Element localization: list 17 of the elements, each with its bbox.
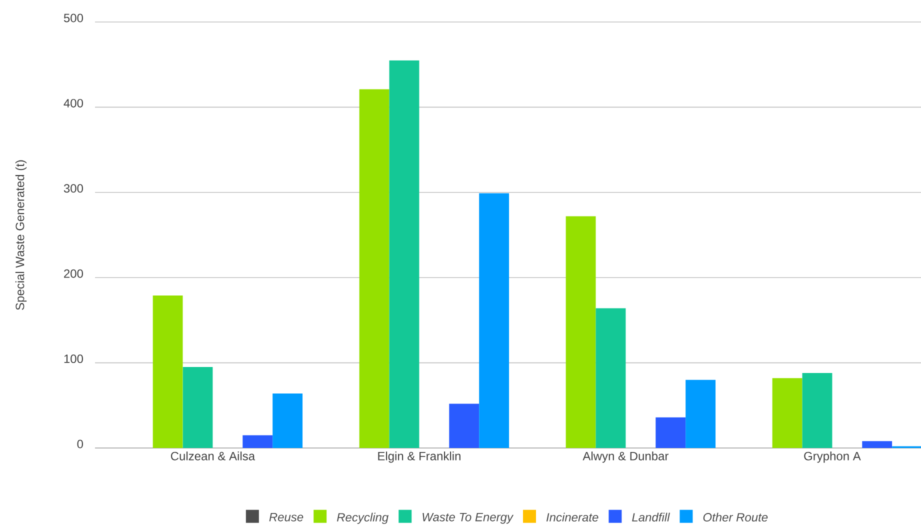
x-tick-label: Alwyn & Dunbar [582,452,668,463]
y-axis-title: Special Waste Generated (t) [15,160,27,310]
y-tick-label: 500 [64,14,83,22]
x-tick-label: Gryphon A [804,452,861,463]
y-tick-label: 0 [77,440,84,448]
legend-label: Landfill [632,512,670,522]
legend-label: Incinerate [546,512,598,522]
x-tick-label: Culzean & Ailsa [170,452,256,460]
y-tick-label: 300 [64,184,83,193]
legend-label: Reuse [269,512,304,522]
y-tick-label: 400 [64,98,83,108]
x-tick-label: Elgin & Franklin [378,452,460,463]
legend-label: Other Route [703,512,768,522]
y-tick-label: 200 [64,269,83,278]
y-tick-label: 100 [64,354,83,364]
legend-label: Recycling [336,512,388,524]
legend-label: Waste To Energy [422,512,514,524]
